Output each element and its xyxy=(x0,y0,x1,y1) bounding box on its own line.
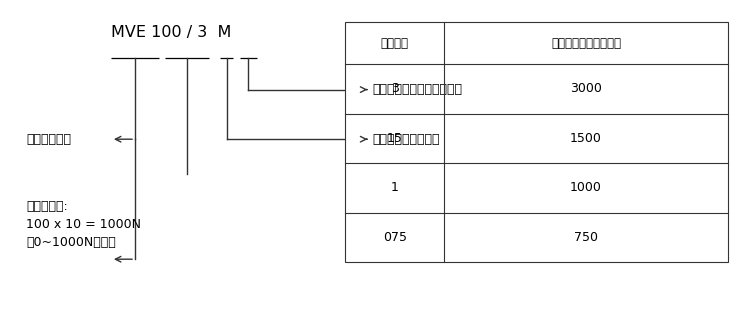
Text: 极数代码: 极数代码 xyxy=(381,37,409,50)
Text: 最大激振力:
100 x 10 = 1000N
（0~1000N可调）: 最大激振力: 100 x 10 = 1000N （0~1000N可调） xyxy=(26,199,141,249)
Text: 同步转速（转／分钟）: 同步转速（转／分钟） xyxy=(551,37,621,50)
Text: 15: 15 xyxy=(387,132,403,145)
Text: 极数，代表同步转速: 极数，代表同步转速 xyxy=(373,133,440,146)
Text: 1: 1 xyxy=(391,181,399,195)
Text: 3000: 3000 xyxy=(570,82,602,95)
Text: MVE 100 / 3  M: MVE 100 / 3 M xyxy=(111,25,231,40)
Bar xyxy=(345,22,728,262)
Text: 075: 075 xyxy=(382,231,406,244)
Text: 单相电机，不标为三相电机: 单相电机，不标为三相电机 xyxy=(373,83,463,96)
Text: 1000: 1000 xyxy=(570,181,602,195)
Text: 表示振动电机: 表示振动电机 xyxy=(26,133,71,146)
Text: 3: 3 xyxy=(391,82,399,95)
Text: 750: 750 xyxy=(574,231,598,244)
Text: 1500: 1500 xyxy=(570,132,602,145)
